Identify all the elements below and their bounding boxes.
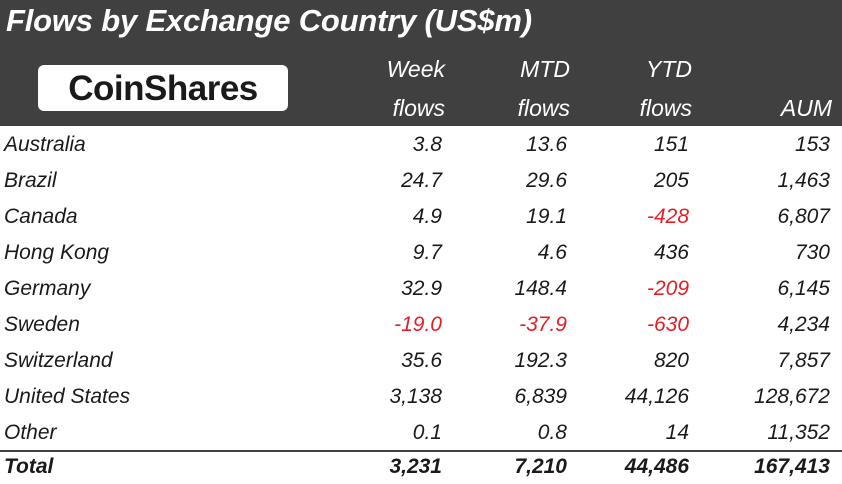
row-united-states-week-cell: 3,138 (389, 385, 442, 408)
row-switzerland-aum-cell: 7,857 (777, 349, 830, 372)
table-title: Flows by Exchange Country (US$m) (6, 3, 532, 38)
total-aum-cell: 167,413 (754, 455, 830, 478)
row-united-states-label: United States (4, 385, 131, 408)
col-header-mtd-line2: flows (517, 95, 570, 121)
row-sweden-mtd-cell: -37.9 (519, 313, 567, 336)
row-sweden-week-cell: -19.0 (394, 313, 442, 336)
row-other-ytd-cell: 14 (665, 421, 689, 444)
col-header-week-line2: flows (392, 95, 445, 121)
row-brazil-ytd-cell: 205 (653, 169, 689, 192)
row-united-states-mtd-cell: 6,839 (514, 385, 567, 408)
row-canada-mtd-cell: 19.1 (526, 205, 567, 228)
row-brazil-mtd-cell: 29.6 (526, 169, 567, 192)
col-header-aum-line2: AUM (780, 95, 832, 121)
row-canada-week-cell: 4.9 (412, 205, 442, 228)
row-hong-kong-mtd-cell: 4.6 (537, 241, 567, 264)
row-brazil-label: Brazil (4, 169, 57, 192)
total-mtd-cell: 7,210 (514, 455, 567, 478)
logo-text: CoinShares (68, 69, 258, 108)
row-other-mtd-cell: 0.8 (537, 421, 567, 444)
row-canada-ytd-cell: -428 (646, 205, 689, 228)
row-hong-kong-aum-cell: 730 (794, 241, 830, 264)
row-other-label: Other (4, 421, 57, 444)
row-switzerland-week-cell: 35.6 (401, 349, 442, 372)
table-header: Flows by Exchange Country (US$m) CoinSha… (0, 0, 842, 126)
row-switzerland-mtd-cell: 192.3 (514, 349, 567, 372)
row-other-aum-cell: 11,352 (767, 421, 830, 444)
row-united-states-ytd-cell: 44,126 (624, 385, 689, 408)
total-ytd-cell: 44,486 (624, 455, 689, 478)
row-germany-label: Germany (4, 277, 91, 300)
row-hong-kong-week-cell: 9.7 (412, 241, 442, 264)
row-australia-aum-cell: 153 (794, 133, 830, 156)
total-week-cell: 3,231 (389, 455, 442, 478)
row-hong-kong-label: Hong Kong (4, 241, 110, 264)
row-sweden-ytd-cell: -630 (646, 313, 689, 336)
row-canada-aum-cell: 6,807 (777, 205, 830, 228)
row-sweden-aum-cell: 4,234 (777, 313, 830, 336)
col-header-mtd-line1: MTD (520, 56, 570, 82)
total-divider (0, 450, 842, 452)
row-australia-ytd-cell: 151 (653, 133, 689, 156)
row-other-week-cell: 0.1 (412, 421, 442, 444)
row-germany-week-cell: 32.9 (401, 277, 442, 300)
row-brazil-aum-cell: 1,463 (777, 169, 830, 192)
row-germany-aum-cell: 6,145 (777, 277, 830, 300)
row-germany-ytd-cell: -209 (646, 277, 689, 300)
row-australia-week-cell: 3.8 (412, 133, 442, 156)
col-header-ytd-line1: YTD (646, 56, 692, 82)
row-sweden-label: Sweden (4, 313, 80, 336)
row-canada-label: Canada (4, 205, 78, 228)
row-switzerland-label: Switzerland (4, 349, 113, 372)
row-united-states-aum-cell: 128,672 (754, 385, 830, 408)
col-header-ytd-line2: flows (639, 95, 692, 121)
total-label: Total (4, 455, 54, 478)
row-brazil-week-cell: 24.7 (401, 169, 442, 192)
row-germany-mtd-cell: 148.4 (514, 277, 567, 300)
row-switzerland-ytd-cell: 820 (653, 349, 689, 372)
row-australia-mtd-cell: 13.6 (526, 133, 567, 156)
coinshares-logo: CoinShares (38, 65, 288, 111)
row-australia-label: Australia (4, 133, 86, 156)
row-hong-kong-ytd-cell: 436 (653, 241, 689, 264)
col-header-week-line1: Week (386, 56, 445, 82)
